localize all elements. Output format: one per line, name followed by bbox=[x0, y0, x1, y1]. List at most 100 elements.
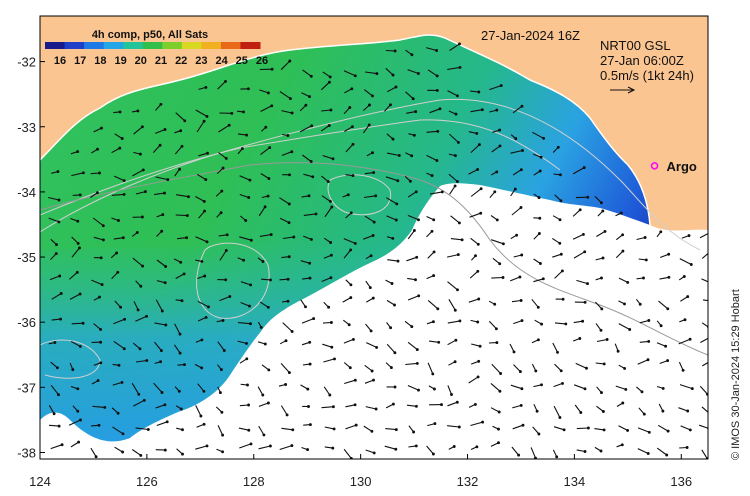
argo-float-marker[interactable] bbox=[650, 162, 659, 170]
current-vector-head bbox=[78, 292, 82, 296]
current-vector-head bbox=[495, 108, 499, 112]
current-vector bbox=[573, 251, 585, 259]
current-vector bbox=[406, 404, 417, 407]
current-vector bbox=[135, 427, 149, 431]
current-vector-head bbox=[200, 259, 204, 263]
current-vector bbox=[470, 237, 479, 245]
current-vector-head bbox=[371, 94, 374, 98]
current-vector-head bbox=[512, 350, 516, 354]
current-vector-head bbox=[455, 94, 459, 98]
current-vector bbox=[511, 299, 522, 303]
current-vector bbox=[427, 69, 438, 77]
current-vector-head bbox=[308, 95, 311, 99]
current-vector-head bbox=[667, 252, 671, 256]
current-vector-head bbox=[518, 275, 522, 279]
current-vector-head bbox=[440, 403, 443, 407]
current-vector bbox=[239, 175, 251, 181]
current-vector-head bbox=[647, 319, 651, 322]
current-vector bbox=[491, 276, 504, 279]
current-vector-head bbox=[143, 190, 147, 194]
current-vector-head bbox=[712, 359, 714, 361]
current-vector bbox=[91, 279, 103, 286]
current-vector-head bbox=[77, 440, 81, 444]
current-vector-head bbox=[160, 391, 164, 394]
current-vector-head bbox=[308, 423, 312, 427]
current-vector bbox=[238, 427, 249, 431]
current-vector bbox=[344, 126, 353, 132]
current-vector-head bbox=[159, 102, 163, 106]
current-vector-head bbox=[661, 386, 665, 390]
current-vector bbox=[301, 154, 312, 162]
current-vector-head bbox=[267, 177, 271, 180]
current-vector-head bbox=[78, 246, 81, 250]
current-vector-head bbox=[711, 249, 713, 251]
current-vector-head bbox=[495, 170, 499, 174]
current-vector-head bbox=[536, 305, 540, 309]
current-vector-head bbox=[206, 151, 209, 155]
current-vector bbox=[195, 196, 205, 202]
current-vector bbox=[488, 320, 497, 330]
current-vector-head bbox=[369, 329, 373, 333]
current-vector bbox=[133, 301, 139, 311]
current-vector-head bbox=[259, 325, 263, 329]
current-vector-head bbox=[601, 256, 605, 260]
current-vector-head bbox=[220, 410, 224, 414]
current-vector-head bbox=[638, 302, 642, 306]
current-vector-head bbox=[221, 450, 225, 454]
current-vector-head bbox=[537, 232, 541, 235]
current-vector-head bbox=[537, 196, 541, 200]
current-vector-head bbox=[221, 433, 225, 437]
current-vector-head bbox=[562, 428, 566, 432]
current-vector bbox=[343, 338, 354, 344]
current-vector-head bbox=[287, 221, 291, 225]
current-vector bbox=[303, 213, 317, 216]
current-vector-head bbox=[183, 119, 187, 123]
current-vector-head bbox=[269, 278, 272, 282]
current-vector bbox=[429, 108, 441, 114]
current-vector-head bbox=[494, 327, 498, 331]
current-vector-head bbox=[76, 150, 80, 154]
current-vector bbox=[173, 344, 181, 354]
current-vector-head bbox=[642, 412, 646, 416]
current-vector bbox=[280, 405, 288, 416]
current-vector bbox=[385, 428, 397, 431]
current-vector bbox=[363, 234, 374, 240]
current-vector bbox=[175, 112, 186, 122]
current-vector bbox=[279, 197, 290, 205]
current-vector bbox=[132, 342, 141, 350]
current-vector bbox=[363, 195, 376, 199]
current-vector bbox=[701, 449, 708, 459]
current-vector-head bbox=[164, 323, 168, 327]
current-vector-head bbox=[261, 260, 265, 263]
current-vector bbox=[575, 362, 587, 369]
current-vector-head bbox=[417, 218, 420, 222]
current-vector-head bbox=[521, 149, 524, 152]
current-vector-head bbox=[558, 241, 562, 245]
current-vector-head bbox=[646, 452, 650, 455]
current-vector-head bbox=[187, 195, 190, 199]
current-vector bbox=[491, 239, 504, 245]
current-vector-head bbox=[76, 241, 80, 245]
current-vector bbox=[217, 425, 224, 436]
current-vector bbox=[343, 448, 352, 459]
current-vector bbox=[470, 90, 479, 93]
current-vector-head bbox=[142, 398, 146, 402]
current-vector-head bbox=[374, 194, 378, 198]
current-vector-head bbox=[96, 379, 100, 383]
current-vector-head bbox=[415, 255, 419, 259]
current-vector bbox=[447, 320, 460, 324]
current-vector-head bbox=[145, 359, 149, 362]
current-vector-head bbox=[200, 366, 204, 370]
current-vector-head bbox=[304, 103, 308, 107]
x-tick-label: 128 bbox=[243, 474, 265, 489]
x-tick-label: 130 bbox=[350, 474, 372, 489]
current-vector bbox=[175, 273, 185, 279]
current-vector-head bbox=[602, 362, 606, 366]
current-vector bbox=[701, 406, 708, 413]
current-vector bbox=[154, 322, 166, 326]
current-vector bbox=[553, 405, 561, 418]
current-vector bbox=[71, 247, 80, 258]
current-vector-head bbox=[367, 123, 371, 127]
current-vector-head bbox=[290, 111, 294, 115]
current-vector bbox=[257, 386, 264, 396]
